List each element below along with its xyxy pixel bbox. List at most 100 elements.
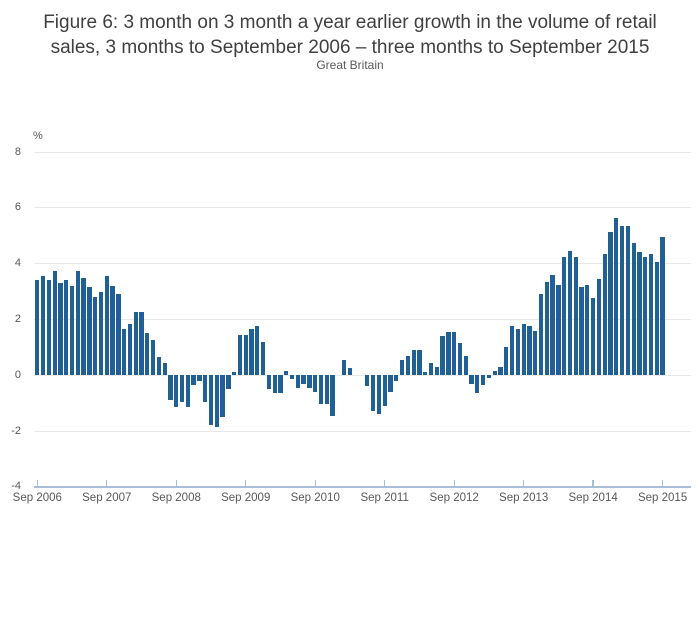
bar	[573, 256, 578, 376]
bar	[75, 270, 80, 376]
y-axis-label: -4	[11, 480, 21, 493]
bar	[307, 375, 312, 388]
bar	[469, 375, 474, 384]
bar	[249, 329, 254, 376]
bar	[69, 285, 75, 376]
bar	[515, 329, 521, 376]
bar	[127, 323, 133, 376]
bar	[376, 375, 382, 415]
gridline-0	[34, 374, 691, 376]
bar	[162, 362, 167, 376]
y-axis-label: 4	[14, 257, 21, 270]
bar	[625, 225, 631, 376]
bar	[504, 347, 509, 376]
bar	[318, 375, 324, 405]
bar	[388, 375, 393, 392]
bar	[40, 276, 46, 376]
bar	[405, 355, 410, 376]
x-axis-tick	[106, 479, 108, 487]
gridline-8	[34, 151, 691, 153]
bar	[301, 375, 306, 384]
bar	[417, 350, 422, 376]
bar	[313, 375, 318, 392]
x-axis-tick	[453, 479, 455, 487]
bar	[486, 375, 492, 378]
bar	[243, 334, 248, 376]
x-axis-label: Sep 2007	[82, 492, 132, 504]
bar	[260, 341, 266, 376]
bar	[203, 375, 208, 402]
bar	[116, 294, 121, 376]
bar	[550, 274, 555, 376]
x-axis-label: Sep 2011	[360, 492, 409, 504]
bar	[46, 280, 52, 376]
bar	[347, 368, 353, 376]
x-axis-label: Sep 2008	[151, 492, 201, 504]
bar	[602, 253, 607, 376]
bar	[342, 359, 347, 376]
bar	[498, 366, 503, 376]
bar	[562, 256, 567, 376]
x-axis-label: Sep 2012	[429, 492, 479, 504]
bar	[446, 331, 451, 376]
x-axis-label: Sep 2006	[12, 492, 62, 504]
bar	[590, 298, 596, 376]
y-axis-label: 6	[14, 201, 21, 214]
bar	[64, 280, 69, 376]
x-axis-tick	[384, 479, 386, 487]
bar	[220, 375, 225, 418]
bar	[324, 375, 329, 405]
bar	[98, 291, 104, 376]
bar	[608, 231, 613, 376]
x-axis-tick	[661, 479, 664, 487]
bar	[93, 297, 98, 376]
bar	[637, 252, 642, 376]
bar	[596, 278, 602, 376]
chart-subtitle: Great Britain	[316, 58, 384, 72]
x-axis-tick	[36, 479, 38, 487]
bar	[191, 375, 196, 385]
bar	[156, 357, 162, 376]
bar	[58, 283, 63, 376]
chart-title-text: Figure 6: 3 month on 3 month a year earl…	[43, 12, 657, 58]
bar	[480, 375, 486, 385]
bar	[428, 362, 434, 376]
bar	[122, 329, 127, 376]
bar	[614, 217, 619, 376]
y-axis-label: 2	[14, 312, 21, 325]
bar	[104, 276, 109, 376]
bar	[619, 225, 625, 376]
bar	[411, 350, 416, 376]
x-axis-label: Sep 2009	[221, 492, 271, 504]
gridline-6	[34, 207, 691, 209]
bar	[556, 284, 561, 376]
x-axis-tick	[523, 479, 525, 487]
bar	[643, 256, 648, 376]
bar	[208, 375, 214, 426]
bar	[174, 375, 179, 408]
bar	[295, 375, 300, 388]
x-axis-tick	[592, 479, 594, 487]
bar	[272, 375, 277, 394]
bar	[110, 285, 115, 376]
bar	[35, 280, 40, 376]
gridline--2	[34, 430, 691, 432]
y-axis-label: -2	[11, 424, 21, 437]
gridline-4	[34, 263, 691, 265]
bar	[399, 359, 405, 376]
bar	[232, 372, 237, 376]
bar	[452, 331, 457, 376]
x-axis-label: Sep 2010	[290, 492, 340, 504]
bar	[278, 375, 283, 394]
bar	[654, 262, 659, 376]
bar	[185, 375, 190, 408]
bar	[168, 375, 173, 401]
bar	[463, 355, 468, 376]
bar	[81, 277, 86, 376]
y-axis-label: 0	[14, 368, 21, 381]
bar	[579, 287, 584, 376]
bar	[475, 375, 480, 394]
bar	[214, 375, 219, 427]
bar	[394, 375, 399, 381]
